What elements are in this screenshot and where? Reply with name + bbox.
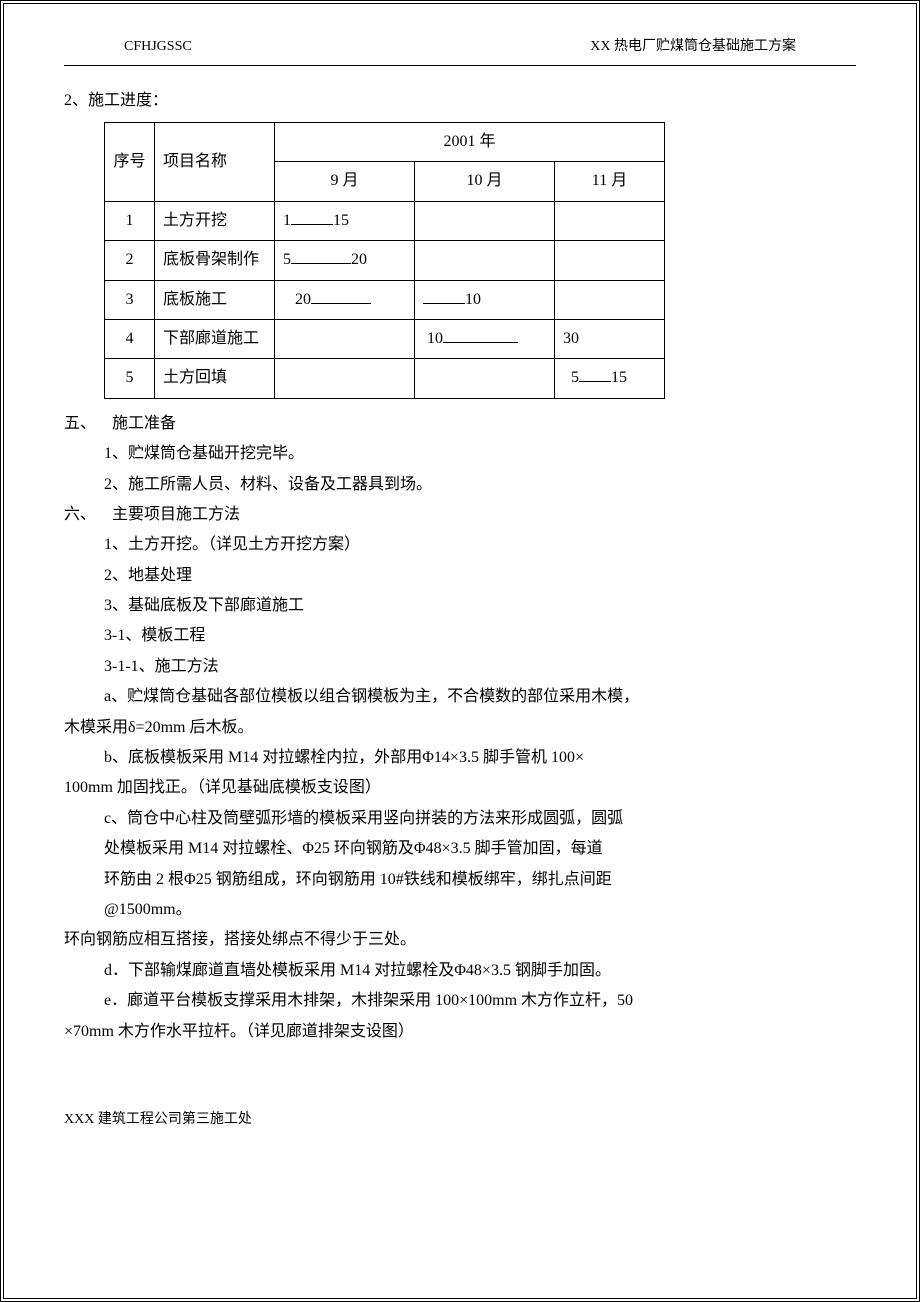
s6-loop: 环向钢筋应相互搭接，搭接处绑点不得少于三处。 [64, 925, 856, 955]
s6-item-3: 3、基础底板及下部廊道施工 [104, 591, 856, 621]
schedule-cell [415, 241, 555, 280]
gantt-bar [579, 367, 611, 382]
header-left: CFHJGSSC [64, 34, 192, 61]
name-cell: 土方开挖 [155, 201, 275, 240]
seq-cell: 5 [105, 359, 155, 398]
schedule-cell [555, 201, 665, 240]
col-m10-header: 10 月 [415, 162, 555, 201]
s6-e-line1: e．廊道平台模板支撑采用木排架，木排架采用 100×100mm 木方作立杆，50 [104, 986, 856, 1016]
name-cell: 下部廊道施工 [155, 319, 275, 358]
name-cell: 土方回填 [155, 359, 275, 398]
table-row: 1土方开挖115 [105, 201, 665, 240]
schedule-cell: 30 [555, 319, 665, 358]
name-cell: 底板骨架制作 [155, 241, 275, 280]
s6-c-line1: c、筒仓中心柱及筒壁弧形墙的模板采用竖向拼装的方法来形成圆弧，圆弧 [104, 804, 856, 834]
s6-c-line3: 环筋由 2 根Φ25 钢筋组成，环向钢筋用 10#铁线和模板绑牢，绑扎点间距 [104, 865, 856, 895]
s6-c-line2: 处模板采用 M14 对拉螺栓、Φ25 环向钢筋及Φ48×3.5 脚手管加固，每道 [104, 834, 856, 864]
table-row: 4下部廊道施工 1030 [105, 319, 665, 358]
s5-item-2: 2、施工所需人员、材料、设备及工器具到场。 [104, 470, 856, 500]
schedule-cell [415, 359, 555, 398]
s6-b-line2: 100mm 加固找正。（详见基础底模板支设图） [64, 773, 856, 803]
schedule-cell: 520 [275, 241, 415, 280]
s6-c-line4: @1500mm。 [104, 895, 856, 925]
schedule-cell [415, 201, 555, 240]
col-m9-header: 9 月 [275, 162, 415, 201]
s6-a-line2: 木模采用δ=20mm 后木板。 [64, 713, 856, 743]
s6-item-3-1: 3-1、模板工程 [104, 621, 856, 651]
schedule-table: 序号 项目名称 2001 年 9 月 10 月 11 月 1土方开挖1152底板… [104, 122, 665, 399]
gantt-bar [291, 209, 333, 224]
table-header-row-1: 序号 项目名称 2001 年 [105, 122, 665, 161]
name-cell: 底板施工 [155, 280, 275, 319]
col-m11-header: 11 月 [555, 162, 665, 201]
s6-item-3-1-1: 3-1-1、施工方法 [104, 652, 856, 682]
schedule-cell: 515 [555, 359, 665, 398]
seq-cell: 2 [105, 241, 155, 280]
table-row: 2底板骨架制作520 [105, 241, 665, 280]
schedule-cell [555, 241, 665, 280]
schedule-cell: 10 [415, 280, 555, 319]
s6-item-2: 2、地基处理 [104, 561, 856, 591]
schedule-cell: 10 [415, 319, 555, 358]
col-name-header: 项目名称 [155, 122, 275, 201]
schedule-cell [275, 359, 415, 398]
table-row: 5土方回填 515 [105, 359, 665, 398]
col-seq-header: 序号 [105, 122, 155, 201]
seq-cell: 1 [105, 201, 155, 240]
s6-item-1: 1、土方开挖。（详见土方开挖方案） [104, 530, 856, 560]
s6-b-line1: b、底板模板采用 M14 对拉螺栓内拉，外部用Φ14×3.5 脚手管机 100× [104, 743, 856, 773]
schedule-cell: 20 [275, 280, 415, 319]
s6-a-line1: a、贮煤筒仓基础各部位模板以组合钢模板为主，不合模数的部位采用木模， [104, 682, 856, 712]
schedule-cell: 115 [275, 201, 415, 240]
header-right: XX 热电厂贮煤筒仓基础施工方案 [590, 34, 856, 61]
col-year-header: 2001 年 [275, 122, 665, 161]
section-5-title: 五、 施工准备 [64, 409, 856, 439]
body-text: 五、 施工准备 1、贮煤筒仓基础开挖完毕。 2、施工所需人员、材料、设备及工器具… [64, 409, 856, 1047]
schedule-title: 2、施工进度： [64, 86, 856, 116]
page-header: CFHJGSSC XX 热电厂贮煤筒仓基础施工方案 [64, 34, 856, 66]
page: CFHJGSSC XX 热电厂贮煤筒仓基础施工方案 2、施工进度： 序号 项目名… [0, 0, 920, 1302]
page-footer: XXX 建筑工程公司第三施工处 [64, 1107, 856, 1134]
schedule-cell [555, 280, 665, 319]
s6-e-line2: ×70mm 木方作水平拉杆。（详见廊道排架支设图） [64, 1017, 856, 1047]
s6-d: d．下部输煤廊道直墙处模板采用 M14 对拉螺栓及Φ48×3.5 钢脚手加固。 [104, 956, 856, 986]
gantt-bar [423, 288, 465, 303]
gantt-bar [443, 328, 518, 343]
s5-item-1: 1、贮煤筒仓基础开挖完毕。 [104, 439, 856, 469]
gantt-bar [311, 288, 371, 303]
schedule-cell [275, 319, 415, 358]
section-6-title: 六、 主要项目施工方法 [64, 500, 856, 530]
seq-cell: 4 [105, 319, 155, 358]
table-row: 3底板施工 2010 [105, 280, 665, 319]
seq-cell: 3 [105, 280, 155, 319]
gantt-bar [291, 249, 351, 264]
